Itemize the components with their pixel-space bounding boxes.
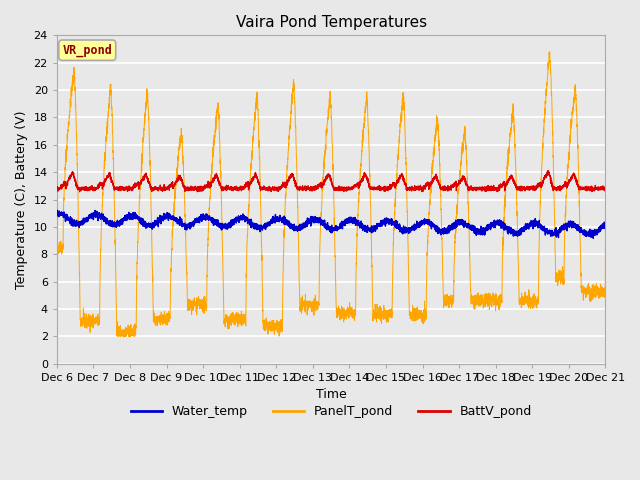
Title: Vaira Pond Temperatures: Vaira Pond Temperatures <box>236 15 427 30</box>
Legend: Water_temp, PanelT_pond, BattV_pond: Water_temp, PanelT_pond, BattV_pond <box>125 400 537 423</box>
X-axis label: Time: Time <box>316 388 346 401</box>
Y-axis label: Temperature (C), Battery (V): Temperature (C), Battery (V) <box>15 110 28 289</box>
Text: VR_pond: VR_pond <box>62 44 112 57</box>
